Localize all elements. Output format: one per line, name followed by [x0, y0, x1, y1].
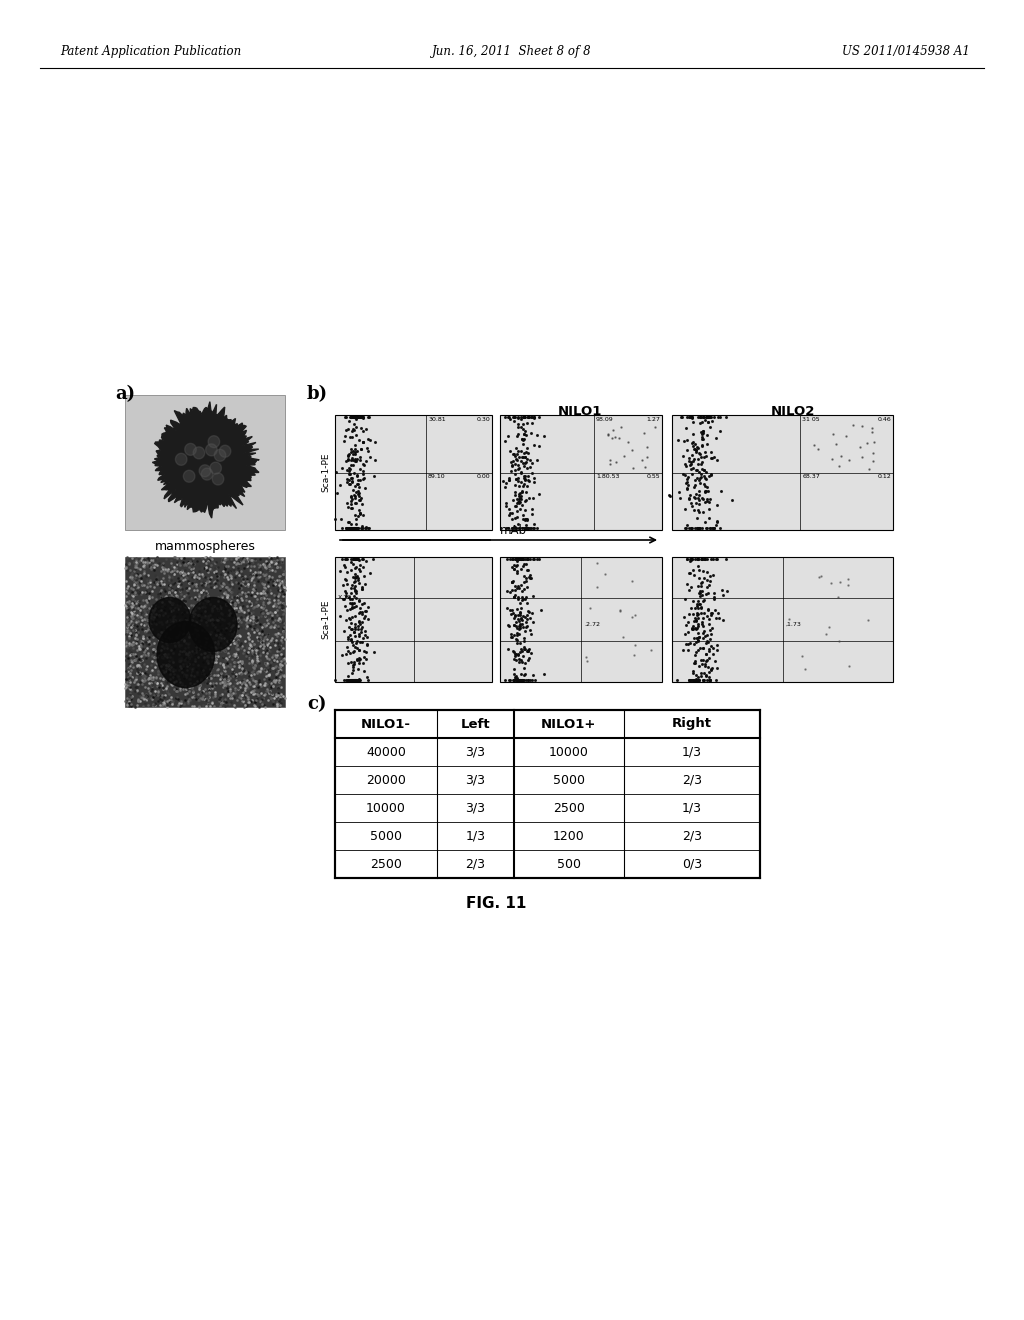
Text: mAb: mAb — [500, 524, 527, 537]
Text: 0/3: 0/3 — [682, 858, 702, 870]
Text: 40000: 40000 — [366, 746, 406, 759]
Bar — [335, 414, 492, 531]
Polygon shape — [214, 449, 225, 461]
Text: 10000: 10000 — [549, 746, 589, 759]
Text: 5000: 5000 — [370, 829, 402, 842]
Text: 5000: 5000 — [553, 774, 585, 787]
Text: 0.30: 0.30 — [476, 417, 490, 422]
Text: 3/3: 3/3 — [465, 774, 485, 787]
Bar — [500, 414, 662, 531]
Text: Sca-1-PE: Sca-1-PE — [321, 453, 330, 492]
Polygon shape — [194, 447, 205, 459]
Polygon shape — [184, 444, 197, 455]
Text: 2/3: 2/3 — [682, 774, 702, 787]
Text: 1.27: 1.27 — [646, 417, 660, 422]
Text: 20000: 20000 — [366, 774, 406, 787]
Text: 0.46: 0.46 — [878, 417, 891, 422]
Text: 31 05: 31 05 — [802, 417, 820, 422]
Bar — [335, 557, 492, 682]
Text: Patent Application Publication: Patent Application Publication — [60, 45, 242, 58]
Text: ,1.73: ,1.73 — [785, 622, 802, 627]
Text: 3/3: 3/3 — [465, 746, 485, 759]
Text: 89.10: 89.10 — [428, 474, 445, 479]
Text: 30.81: 30.81 — [428, 417, 445, 422]
Text: NILO1+: NILO1+ — [541, 718, 596, 730]
Text: Jun. 16, 2011  Sheet 8 of 8: Jun. 16, 2011 Sheet 8 of 8 — [432, 45, 592, 58]
Text: mammospheres: mammospheres — [155, 540, 255, 553]
Text: Sca-1-PE: Sca-1-PE — [321, 599, 330, 639]
Text: 2500: 2500 — [553, 801, 585, 814]
Text: NILO1: NILO1 — [558, 405, 602, 418]
Polygon shape — [157, 622, 215, 688]
Text: 3/3: 3/3 — [465, 801, 485, 814]
Text: NILO2: NILO2 — [771, 405, 815, 418]
Text: 98.09: 98.09 — [596, 417, 613, 422]
Text: b): b) — [307, 385, 328, 403]
Polygon shape — [210, 462, 221, 474]
Text: NILO1-: NILO1- — [361, 718, 411, 730]
Text: 1/3: 1/3 — [682, 746, 702, 759]
Bar — [125, 395, 285, 531]
Bar — [500, 557, 662, 682]
Polygon shape — [202, 469, 213, 480]
Polygon shape — [150, 598, 190, 643]
Text: 10000: 10000 — [366, 801, 406, 814]
Polygon shape — [175, 453, 187, 466]
Text: 1/3: 1/3 — [465, 829, 485, 842]
Polygon shape — [189, 598, 237, 652]
Text: US 2011/0145938 A1: US 2011/0145938 A1 — [842, 45, 970, 58]
Text: 2500: 2500 — [370, 858, 402, 870]
Text: .2.72: .2.72 — [584, 622, 600, 627]
Text: FIG. 11: FIG. 11 — [466, 896, 526, 911]
Text: 1/3: 1/3 — [682, 801, 702, 814]
Polygon shape — [183, 470, 195, 482]
Bar — [125, 557, 285, 708]
Text: a): a) — [115, 385, 135, 403]
Text: X,72: X,72 — [338, 594, 352, 599]
Text: 0.55: 0.55 — [646, 474, 660, 479]
Text: 0.12: 0.12 — [878, 474, 891, 479]
Bar — [672, 414, 893, 531]
Polygon shape — [153, 401, 259, 517]
Polygon shape — [200, 465, 211, 477]
Text: 0.00: 0.00 — [476, 474, 490, 479]
Text: 1.80.53: 1.80.53 — [596, 474, 620, 479]
Polygon shape — [212, 473, 224, 484]
Polygon shape — [208, 436, 220, 447]
Text: 2/3: 2/3 — [682, 829, 702, 842]
Text: 2/3: 2/3 — [465, 858, 485, 870]
Text: Right: Right — [672, 718, 712, 730]
Bar — [335, 710, 760, 878]
Bar — [672, 557, 893, 682]
Text: 500: 500 — [557, 858, 581, 870]
Text: Left: Left — [461, 718, 490, 730]
Text: c): c) — [307, 696, 327, 713]
Polygon shape — [219, 445, 230, 457]
Text: 68.37: 68.37 — [802, 474, 820, 479]
Polygon shape — [206, 444, 217, 455]
Text: 1200: 1200 — [553, 829, 585, 842]
